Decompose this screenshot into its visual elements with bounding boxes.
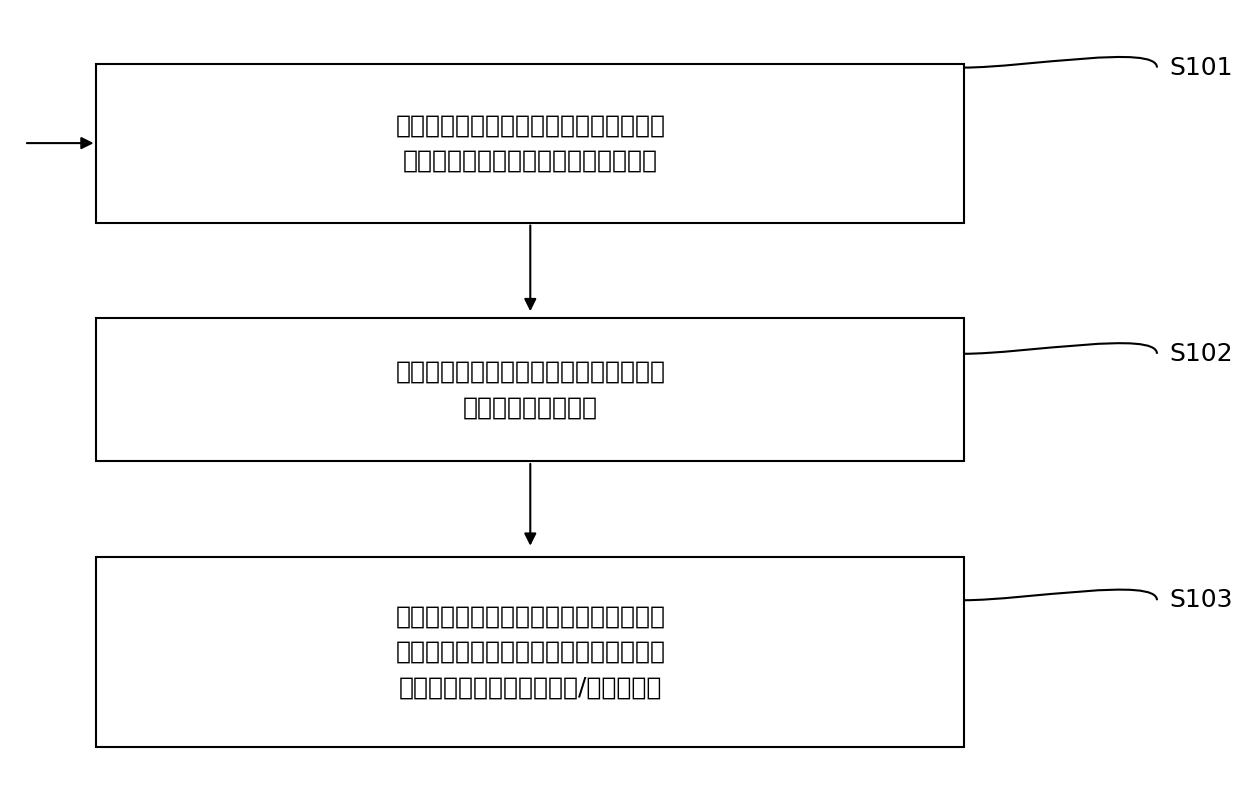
Text: 根据城市的车辆平均速度和道路交叉路口
的各方向的车辆平均速度，调节所述道路
交叉路口信号灯的绿信比和/或切换周期: 根据城市的车辆平均速度和道路交叉路口 的各方向的车辆平均速度，调节所述道路 交叉…	[396, 604, 666, 700]
Text: S101: S101	[1169, 56, 1233, 80]
Text: S102: S102	[1169, 342, 1233, 366]
Text: 根据获取的城市路段的车辆的流量密度参
数，估计所述城市路段的车辆平均速度: 根据获取的城市路段的车辆的流量密度参 数，估计所述城市路段的车辆平均速度	[396, 114, 666, 173]
Text: S103: S103	[1169, 588, 1233, 612]
FancyBboxPatch shape	[97, 556, 965, 747]
FancyBboxPatch shape	[97, 318, 965, 461]
FancyBboxPatch shape	[97, 64, 965, 223]
Text: 统计城市所有路段的车辆平均速度，估计
城市的车辆平均速度: 统计城市所有路段的车辆平均速度，估计 城市的车辆平均速度	[396, 360, 666, 419]
